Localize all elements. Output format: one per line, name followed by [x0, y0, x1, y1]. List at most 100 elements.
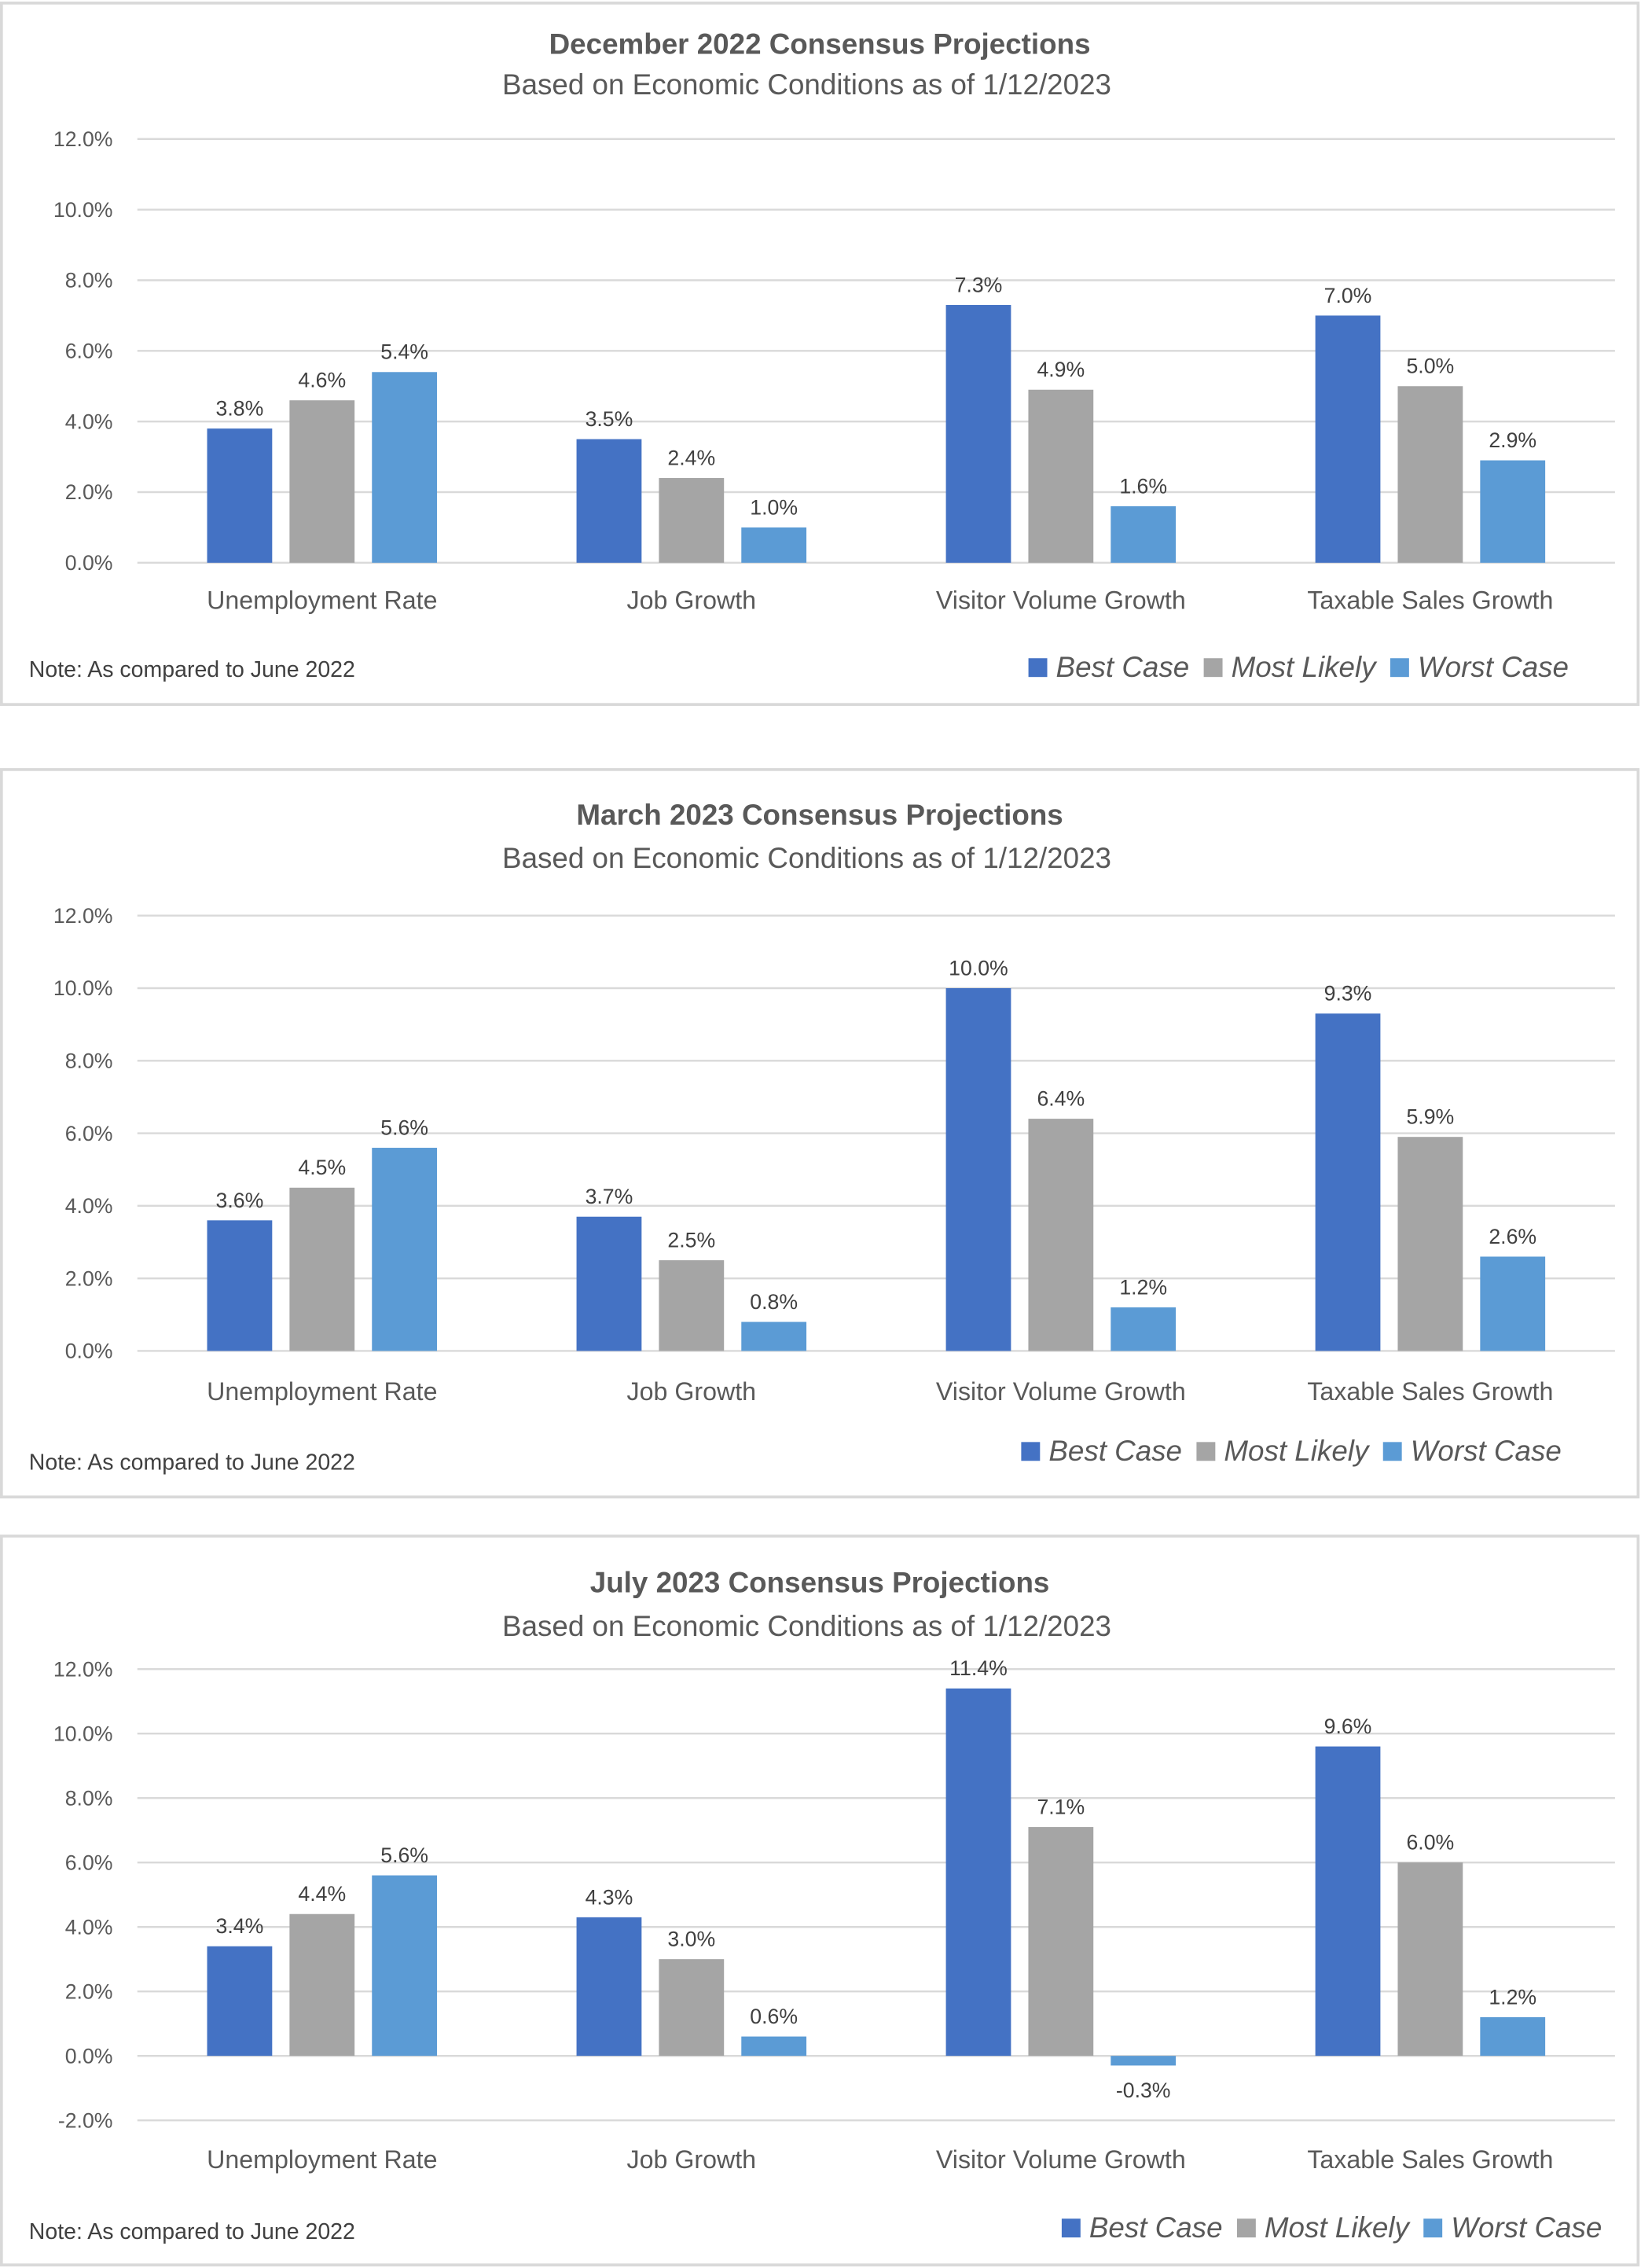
legend-swatch [1028, 658, 1048, 678]
bar [1397, 1862, 1463, 2057]
y-tick-label: 8.0% [65, 1049, 113, 1072]
y-tick-label: 10.0% [53, 198, 113, 222]
data-label: 1.0% [750, 495, 798, 519]
legend-swatch [1423, 2218, 1443, 2238]
y-tick-label: 4.0% [65, 1915, 113, 1939]
bar [1480, 1256, 1546, 1351]
data-label: 5.6% [380, 1843, 428, 1867]
category-label: Taxable Sales Growth [1307, 1377, 1553, 1406]
legend-label: Best Case [1056, 651, 1190, 683]
bar [741, 2036, 807, 2057]
bar [372, 1875, 438, 2057]
data-label: 2.5% [667, 1229, 715, 1252]
category-label: Taxable Sales Growth [1307, 2145, 1553, 2174]
bar [1028, 1827, 1094, 2057]
y-tick-label: 0.0% [65, 551, 113, 575]
data-label: 1.2% [1119, 1276, 1167, 1299]
data-label: 6.4% [1037, 1087, 1085, 1111]
chart-note: Note: As compared to June 2022 [29, 657, 355, 682]
y-tick-label: 6.0% [65, 1851, 113, 1874]
data-label: 9.3% [1324, 982, 1372, 1005]
legend-label: Worst Case [1411, 1435, 1562, 1467]
legend: Best Case Most Likely Worst Case [1061, 2211, 1602, 2244]
y-tick-label: 12.0% [53, 1657, 113, 1681]
bar [659, 1260, 725, 1351]
bar [1111, 505, 1177, 563]
chart-note: Note: As compared to June 2022 [29, 2219, 355, 2244]
y-tick-label: 2.0% [65, 1979, 113, 2003]
bar [207, 428, 273, 563]
y-tick-label: 12.0% [53, 127, 113, 151]
bar [1028, 1119, 1094, 1351]
bar [289, 1913, 355, 2057]
data-label: 0.8% [750, 1290, 798, 1314]
data-label: 5.9% [1406, 1105, 1454, 1129]
data-label: 3.6% [216, 1189, 264, 1212]
y-tick-label: 2.0% [65, 480, 113, 504]
y-tick-label: 10.0% [53, 1722, 113, 1745]
bar [1028, 389, 1094, 563]
chart-subtitle: Based on Economic Conditions as of 1/12/… [502, 1610, 1111, 1642]
category-label: Job Growth [627, 2145, 757, 2174]
category-label: Taxable Sales Growth [1307, 586, 1553, 615]
y-tick-label: 6.0% [65, 1122, 113, 1145]
bar [945, 1688, 1011, 2057]
bar [576, 1216, 642, 1351]
category-label: Unemployment Rate [207, 586, 437, 615]
category-label: Job Growth [627, 1377, 757, 1406]
category-label: Unemployment Rate [207, 2145, 437, 2174]
legend-swatch [1196, 1442, 1216, 1461]
category-label: Visitor Volume Growth [936, 2145, 1186, 2174]
data-label: 2.4% [667, 446, 715, 469]
chart-title: July 2023 Consensus Projections [590, 1567, 1050, 1599]
legend: Best Case Most Likely Worst Case [1021, 1435, 1562, 1467]
data-label: 7.0% [1324, 284, 1372, 307]
data-label: 11.4% [949, 1656, 1008, 1680]
bar [207, 1220, 273, 1351]
y-tick-label: 0.0% [65, 2044, 113, 2068]
y-tick-label: 4.0% [65, 1194, 113, 1218]
legend-label: Most Likely [1265, 2211, 1412, 2244]
chart-note: Note: As compared to June 2022 [29, 1450, 355, 1475]
bar [1111, 2056, 1177, 2066]
bar [1315, 1013, 1381, 1351]
data-label: 4.3% [586, 1885, 633, 1909]
data-label: 4.9% [1037, 358, 1085, 381]
y-tick-label: 12.0% [53, 904, 113, 928]
data-label: 2.9% [1489, 428, 1536, 452]
data-label: 2.6% [1489, 1225, 1536, 1248]
legend-swatch [1203, 658, 1223, 678]
legend-label: Best Case [1048, 1435, 1182, 1467]
bar [289, 1187, 355, 1351]
category-label: Unemployment Rate [207, 1377, 437, 1406]
data-label: 3.0% [667, 1928, 715, 1951]
chart-subtitle: Based on Economic Conditions as of 1/12/… [502, 842, 1111, 874]
chart-subtitle: Based on Economic Conditions as of 1/12/… [502, 68, 1111, 101]
chart-title: March 2023 Consensus Projections [576, 799, 1063, 831]
y-tick-label: 4.0% [65, 410, 113, 433]
legend-swatch [1382, 1442, 1402, 1461]
data-label: 4.6% [298, 369, 346, 392]
legend-swatch [1061, 2218, 1081, 2238]
data-label: 0.6% [750, 2005, 798, 2028]
data-label: 4.4% [298, 1882, 346, 1906]
legend-label: Best Case [1089, 2211, 1223, 2244]
data-label: 1.6% [1119, 474, 1167, 498]
data-label: 6.0% [1406, 1831, 1454, 1854]
bar [659, 1959, 725, 2057]
legend-swatch [1390, 658, 1409, 678]
bar [1397, 386, 1463, 563]
data-label: 10.0% [949, 956, 1008, 980]
bar [741, 1321, 807, 1351]
bar [1480, 2016, 1546, 2057]
y-tick-label: 8.0% [65, 269, 113, 292]
bar [659, 478, 725, 563]
bar [741, 527, 807, 563]
data-label: 9.6% [1324, 1715, 1372, 1738]
data-label: 7.3% [955, 273, 1003, 296]
data-label: 3.5% [586, 407, 633, 431]
bar [1480, 460, 1546, 563]
bar [945, 988, 1011, 1351]
bar [1315, 1746, 1381, 2057]
